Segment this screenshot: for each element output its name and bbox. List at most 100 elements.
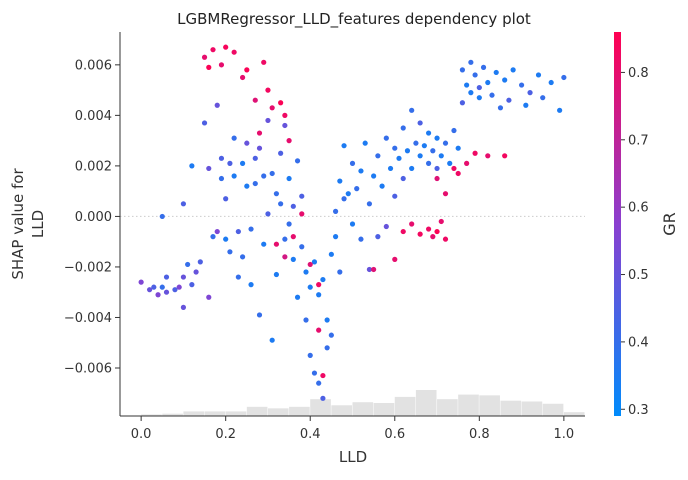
data-point <box>383 223 389 230</box>
data-point <box>261 241 267 247</box>
data-point <box>468 59 474 65</box>
data-point <box>548 79 554 86</box>
data-point <box>375 153 381 159</box>
data-point <box>485 153 491 159</box>
data-point <box>438 218 444 225</box>
data-point <box>193 269 199 275</box>
data-point <box>159 213 165 220</box>
data-point <box>180 201 187 207</box>
data-point <box>189 163 195 169</box>
x-tick-label: 0.2 <box>215 427 236 442</box>
data-point <box>455 145 461 151</box>
data-point <box>201 120 208 126</box>
chart-title: LGBMRegressor_LLD_features dependency pl… <box>177 10 531 29</box>
histogram-bar <box>162 413 183 416</box>
data-point <box>421 143 427 149</box>
data-point <box>502 153 508 159</box>
data-point <box>159 284 165 290</box>
data-point <box>231 173 237 179</box>
data-point <box>400 228 406 235</box>
data-point <box>138 279 144 285</box>
data-point <box>476 84 482 91</box>
data-point <box>328 251 334 257</box>
data-point <box>265 87 271 93</box>
scatter-points <box>138 44 567 401</box>
data-point <box>518 82 525 88</box>
data-point <box>206 165 212 172</box>
data-point <box>337 178 343 184</box>
histogram-bar <box>204 411 226 416</box>
data-point <box>493 69 499 76</box>
data-point <box>447 160 453 166</box>
data-point <box>210 234 216 240</box>
histogram-bar <box>373 403 395 416</box>
y-tick-label: 0.006 <box>75 58 112 73</box>
data-point <box>180 304 187 310</box>
y-tick-label: −0.006 <box>64 362 112 377</box>
y-axis-label-line-1: SHAP value for <box>9 168 27 280</box>
colorbar-tick-label: 0.4 <box>628 335 649 350</box>
data-point <box>383 135 389 141</box>
data-point <box>248 226 254 232</box>
data-point <box>261 59 267 65</box>
histogram-bar <box>225 411 247 416</box>
colorbar-tick-label: 0.5 <box>628 268 649 283</box>
data-point <box>282 112 288 118</box>
data-point <box>472 72 478 78</box>
data-point <box>392 193 398 199</box>
data-point <box>180 274 187 280</box>
data-point <box>223 196 229 202</box>
x-tick-label: 0.4 <box>300 427 321 442</box>
data-point <box>286 138 292 144</box>
data-point <box>434 165 440 172</box>
data-point <box>273 271 280 278</box>
data-point <box>527 90 533 96</box>
data-point <box>273 191 280 197</box>
data-point <box>303 269 309 275</box>
data-point <box>269 105 275 111</box>
data-point <box>269 337 275 343</box>
data-point <box>252 180 258 187</box>
histogram-bar <box>563 412 585 416</box>
data-point <box>286 221 292 227</box>
data-point <box>316 327 322 333</box>
data-point <box>155 292 161 298</box>
data-point <box>235 274 241 280</box>
histogram-bar <box>500 400 522 416</box>
data-point <box>294 158 301 164</box>
data-point <box>354 186 360 192</box>
data-point <box>409 165 415 172</box>
data-point <box>438 153 444 159</box>
data-point <box>197 259 203 265</box>
data-point <box>290 203 296 209</box>
data-point <box>396 155 402 161</box>
data-point <box>256 130 263 136</box>
data-point <box>392 256 398 262</box>
y-tick-label: 0.004 <box>75 109 112 124</box>
data-point <box>218 175 225 182</box>
data-point <box>286 175 292 182</box>
y-tick-label: −0.002 <box>64 260 112 275</box>
data-point <box>299 244 305 250</box>
data-point <box>459 100 466 106</box>
histogram-bar <box>310 399 331 416</box>
data-point <box>218 62 225 68</box>
data-point <box>400 175 406 182</box>
data-point <box>248 282 254 288</box>
data-point <box>430 234 436 240</box>
data-point <box>239 74 246 81</box>
colorbar-ticks: 0.3 0.4 0.5 0.6 0.7 0.8 <box>621 66 649 418</box>
histogram-bar <box>521 401 543 416</box>
data-point <box>163 289 170 295</box>
data-point <box>442 236 449 242</box>
data-point <box>345 191 351 197</box>
data-point <box>239 160 246 166</box>
colorbar-tick-label: 0.8 <box>628 66 649 81</box>
data-point <box>176 284 182 290</box>
data-point <box>252 97 258 103</box>
data-point <box>256 145 263 151</box>
data-point <box>252 155 258 161</box>
data-point <box>404 148 411 154</box>
data-point <box>278 150 284 156</box>
